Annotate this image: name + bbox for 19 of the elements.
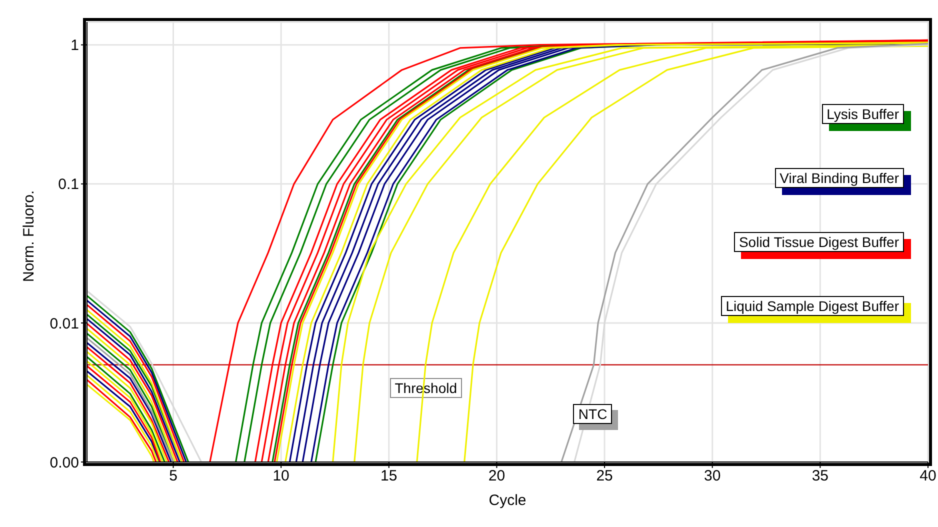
x-tick-label: 35 — [812, 468, 829, 485]
text: Solid Tissue Digest Buffer — [734, 232, 904, 252]
y-axis-title: Norm. Fluoro. — [20, 190, 38, 282]
text: Lysis Buffer — [822, 104, 904, 124]
x-tick-label: 25 — [596, 468, 613, 485]
x-tick-label: 10 — [272, 468, 290, 485]
text: Liquid Sample Digest Buffer — [720, 296, 904, 316]
x-tick-label: 15 — [380, 468, 398, 485]
y-tick-label: 0.01 — [50, 315, 79, 332]
x-tick-label: 20 — [488, 468, 506, 485]
x-tick-label: 40 — [920, 468, 936, 485]
x-tick-label: 30 — [704, 468, 721, 485]
y-tick-label: 0.1 — [58, 176, 79, 194]
series-label: NTC — [573, 404, 612, 424]
x-tick-label: 5 — [169, 468, 178, 485]
y-tick-label: 1 — [70, 37, 79, 54]
text: Viral Binding Buffer — [774, 168, 904, 188]
y-tick-label: 0.00 — [50, 454, 79, 472]
x-axis-title: Cycle — [488, 492, 526, 509]
